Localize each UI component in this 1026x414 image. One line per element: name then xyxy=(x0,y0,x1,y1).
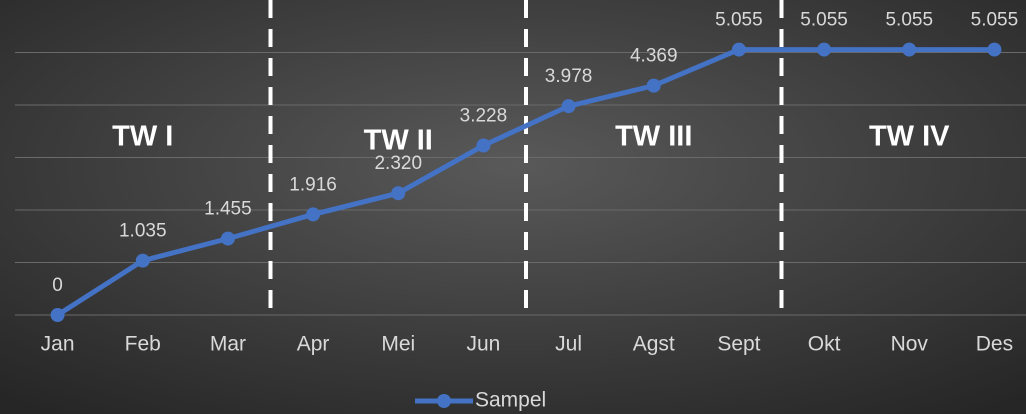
annotation: TW IV xyxy=(869,121,950,153)
data-label: 4.369 xyxy=(630,46,678,67)
x-tick-label: Jul xyxy=(555,333,582,356)
x-tick-label: Sept xyxy=(717,333,760,356)
x-tick-label: Jun xyxy=(466,333,500,356)
point xyxy=(391,186,406,201)
point xyxy=(306,207,321,222)
point xyxy=(220,231,235,246)
data-label: 5.055 xyxy=(800,10,848,31)
x-tick-label: Des xyxy=(976,333,1013,356)
point xyxy=(987,42,1002,57)
point xyxy=(817,42,832,57)
x-tick-label: Nov xyxy=(891,333,929,356)
x-tick-label: Mei xyxy=(381,333,415,356)
data-label: 5.055 xyxy=(715,10,763,31)
data-label: 0 xyxy=(52,275,63,296)
point xyxy=(902,42,917,57)
x-tick-label: Feb xyxy=(125,333,161,356)
x-tick-label: Agst xyxy=(633,333,675,356)
legend-marker xyxy=(437,394,451,408)
annotation: TW II xyxy=(364,125,433,157)
x-tick-label: Mar xyxy=(210,333,246,356)
data-label: 3.978 xyxy=(545,66,593,87)
x-tick-label: Okt xyxy=(808,333,841,356)
data-label: 1.916 xyxy=(289,174,337,195)
point xyxy=(646,78,661,93)
legend-label: Sampel xyxy=(475,389,546,412)
point xyxy=(561,99,576,114)
point xyxy=(476,138,491,153)
annotation: TW III xyxy=(615,121,692,153)
point xyxy=(731,42,746,57)
data-label: 1.455 xyxy=(204,199,252,220)
series-line xyxy=(56,47,995,318)
annotation: TW I xyxy=(112,121,173,153)
data-label: 5.055 xyxy=(971,10,1019,31)
x-tick-label: Jan xyxy=(41,333,75,356)
point xyxy=(50,308,65,322)
data-label: 1.035 xyxy=(119,221,167,242)
data-label: 3.228 xyxy=(460,106,508,127)
point xyxy=(135,253,150,268)
data-label: 5.055 xyxy=(885,10,933,31)
data-label: 2.320 xyxy=(374,153,422,174)
x-tick-label: Apr xyxy=(297,333,330,356)
